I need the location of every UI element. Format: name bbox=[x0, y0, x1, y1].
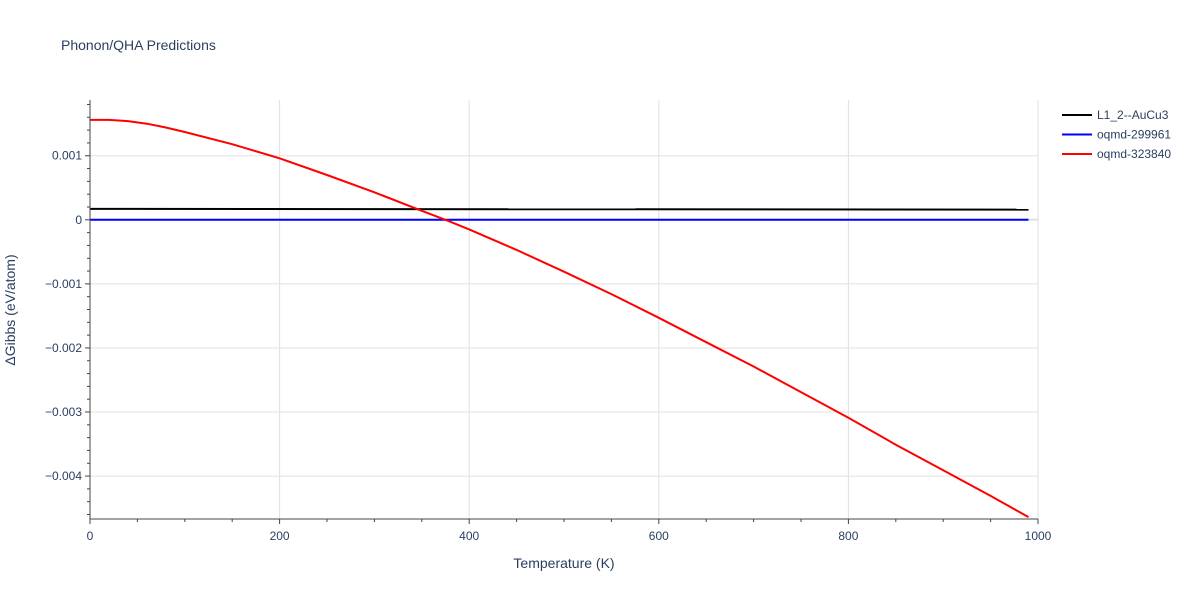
x-tick-labels: 0 200 400 600 800 1000 bbox=[87, 529, 1052, 543]
x-tick-label: 400 bbox=[459, 529, 479, 543]
y-tick-label: −0.004 bbox=[45, 469, 82, 483]
x-axis-title: Temperature (K) bbox=[513, 555, 614, 571]
series-line-1[interactable] bbox=[89, 207, 1029, 211]
x-tick-label: 600 bbox=[649, 529, 669, 543]
series-line-3[interactable] bbox=[90, 118, 1029, 518]
y-axis-title: ΔGibbs (eV/atom) bbox=[2, 254, 18, 365]
y-tick-label: −0.002 bbox=[45, 341, 82, 355]
x-tick-label: 1000 bbox=[1025, 529, 1052, 543]
x-tick-label: 0 bbox=[87, 529, 94, 543]
x-tick-label: 200 bbox=[270, 529, 290, 543]
legend[interactable]: L1_2--AuCu3 oqmd-299961 oqmd-323840 bbox=[1062, 108, 1171, 161]
axes bbox=[85, 100, 1039, 524]
legend-item-1[interactable]: L1_2--AuCu3 bbox=[1062, 108, 1169, 122]
y-tick-label: −0.001 bbox=[45, 277, 82, 291]
y-tick-labels: 0.001 0 −0.001 −0.002 −0.003 −0.004 bbox=[45, 149, 82, 483]
y-tick-label: −0.003 bbox=[45, 405, 82, 419]
y-tick-label: 0 bbox=[75, 213, 82, 227]
plot-area[interactable] bbox=[89, 118, 1029, 518]
chart-title: Phonon/QHA Predictions bbox=[61, 37, 216, 53]
legend-label: oqmd-323840 bbox=[1097, 147, 1171, 161]
legend-label: oqmd-299961 bbox=[1097, 128, 1171, 142]
gridlines bbox=[90, 100, 1039, 519]
x-tick-label: 800 bbox=[838, 529, 858, 543]
legend-item-3[interactable]: oqmd-323840 bbox=[1062, 147, 1171, 161]
y-tick-label: 0.001 bbox=[52, 149, 82, 163]
legend-label: L1_2--AuCu3 bbox=[1097, 108, 1169, 122]
legend-item-2[interactable]: oqmd-299961 bbox=[1062, 128, 1171, 142]
